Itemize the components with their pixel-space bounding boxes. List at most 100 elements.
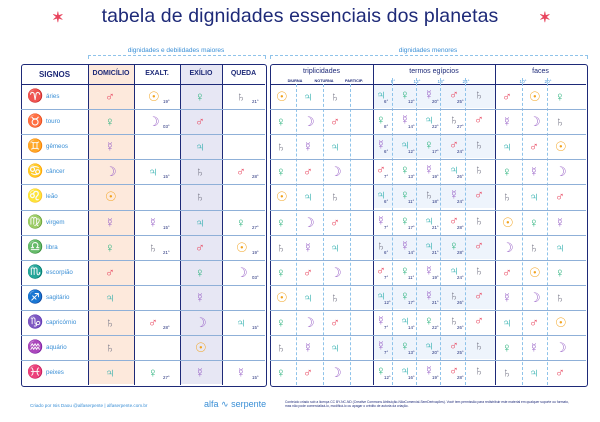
column-divider <box>180 64 181 386</box>
term-divider <box>416 78 417 386</box>
sign-name: capricórnio <box>46 318 77 326</box>
sun-icon: ☉ <box>529 89 541 104</box>
face-divider <box>522 78 523 386</box>
degree-label: 6° <box>384 149 389 155</box>
degree-label: 28° <box>457 224 464 230</box>
terms-zebra <box>373 85 495 109</box>
venus-icon: ♀ <box>376 363 386 379</box>
jupiter-icon: ♃ <box>529 189 539 205</box>
saturn-icon: ♄ <box>276 239 286 255</box>
jupiter-icon: ♃ <box>376 187 386 203</box>
mars-icon: ♂ <box>376 162 386 178</box>
sun-icon: ☉ <box>148 89 160 104</box>
sign-glyph: ♊ <box>27 138 44 154</box>
mars-icon: ♂ <box>236 164 246 180</box>
mars-icon: ♂ <box>330 214 340 230</box>
jupiter-icon: ♃ <box>449 262 459 278</box>
moon-icon: ☽ <box>330 365 342 381</box>
saturn-icon: ♄ <box>502 189 512 205</box>
mars-icon: ♂ <box>555 189 565 205</box>
sign-glyph: ♑ <box>27 313 44 329</box>
venus-icon: ♀ <box>195 89 205 104</box>
mercury-icon: ☿ <box>529 340 539 355</box>
degree-label: 20° <box>432 350 439 355</box>
jupiter-icon: ♃ <box>330 239 340 255</box>
sign-name: sagitário <box>46 293 70 301</box>
brand-logo: alfa ∿ serpente <box>204 399 266 410</box>
saturn-icon: ♄ <box>449 312 459 328</box>
degree-label: 13° <box>408 350 415 355</box>
face-divider <box>547 78 548 386</box>
venus-icon: ♀ <box>400 287 410 303</box>
mars-icon: ♂ <box>555 365 565 381</box>
mars-icon: ♂ <box>195 239 205 255</box>
header-line <box>270 84 586 85</box>
jupiter-icon: ♃ <box>424 112 434 128</box>
mars-icon: ♂ <box>303 365 313 381</box>
degree-label: 21° <box>432 299 439 305</box>
logo-serpente: serpente <box>231 399 267 409</box>
saturn-icon: ♄ <box>529 239 539 255</box>
mars-icon: ♂ <box>474 187 484 203</box>
header-exile: EXÍLIO <box>189 70 213 77</box>
degree-label: 7° <box>384 324 389 330</box>
venus-icon: ♀ <box>276 214 286 230</box>
jupiter-icon: ♃ <box>400 363 410 379</box>
page-title: tabela de dignidades essenciais dos plan… <box>101 5 499 27</box>
mars-icon: ♂ <box>449 363 459 379</box>
venus-icon: ♀ <box>276 114 286 130</box>
jupiter-icon: ♃ <box>330 139 340 155</box>
sun-icon: ☉ <box>555 139 567 155</box>
sign-name: peixes <box>46 369 64 377</box>
sign-glyph: ♍ <box>27 213 44 229</box>
row-line <box>270 159 586 161</box>
jupiter-icon: ♃ <box>376 87 386 102</box>
jupiter-icon: ♃ <box>502 314 512 330</box>
row-line <box>21 360 265 362</box>
row-line <box>21 259 265 261</box>
mercury-icon: ☿ <box>303 139 313 155</box>
moon-icon: ☽ <box>529 289 541 305</box>
venus-icon: ♀ <box>276 164 286 180</box>
sign-glyph: ♏ <box>27 263 44 279</box>
mars-icon: ♂ <box>449 87 459 102</box>
degree-label: 17° <box>432 149 439 155</box>
saturn-icon: ♄ <box>555 289 565 305</box>
sub-night: NOTURNA <box>314 79 334 83</box>
mercury-icon: ☿ <box>424 162 434 178</box>
sign-glyph: ♓ <box>27 364 44 380</box>
row-line <box>21 184 265 186</box>
degree-label: 16° <box>408 375 415 381</box>
degree-label: 26° <box>457 324 464 330</box>
column-divider <box>373 64 374 386</box>
sign-glyph: ♉ <box>27 113 44 129</box>
degree-label: 21° <box>163 249 170 255</box>
degree-label: 12° <box>384 299 391 305</box>
degree-label: 8° <box>384 124 389 130</box>
degree-label: 7° <box>384 350 389 355</box>
mars-icon: ♂ <box>105 89 115 104</box>
sign-name: áries <box>46 93 60 100</box>
star-icon: ✶ <box>52 9 64 25</box>
header-domicile: DOMICÍLIO <box>92 70 130 77</box>
jupiter-icon: ♃ <box>424 338 434 353</box>
degree-label: 27° <box>252 224 259 230</box>
header-line <box>21 84 265 85</box>
moon-icon: ☽ <box>195 314 207 330</box>
jupiter-icon: ♃ <box>400 137 410 153</box>
degree-label: 13° <box>408 174 415 180</box>
term-degree-label: 6° <box>390 79 396 84</box>
mercury-icon: ☿ <box>555 214 565 230</box>
venus-icon: ♀ <box>195 264 205 280</box>
row-line <box>21 284 265 286</box>
mercury-icon: ☿ <box>424 262 434 278</box>
sun-icon: ☉ <box>195 340 207 355</box>
saturn-icon: ♄ <box>376 237 386 253</box>
header-exaltation: EXALT. <box>145 70 169 77</box>
header-triplicities: triplicidades <box>303 68 340 75</box>
header-signs: SIGNOS <box>38 70 71 79</box>
saturn-icon: ♄ <box>105 340 115 355</box>
sign-name: virgem <box>46 218 65 226</box>
moon-icon: ☽ <box>236 264 248 280</box>
jupiter-icon: ♃ <box>303 89 313 104</box>
